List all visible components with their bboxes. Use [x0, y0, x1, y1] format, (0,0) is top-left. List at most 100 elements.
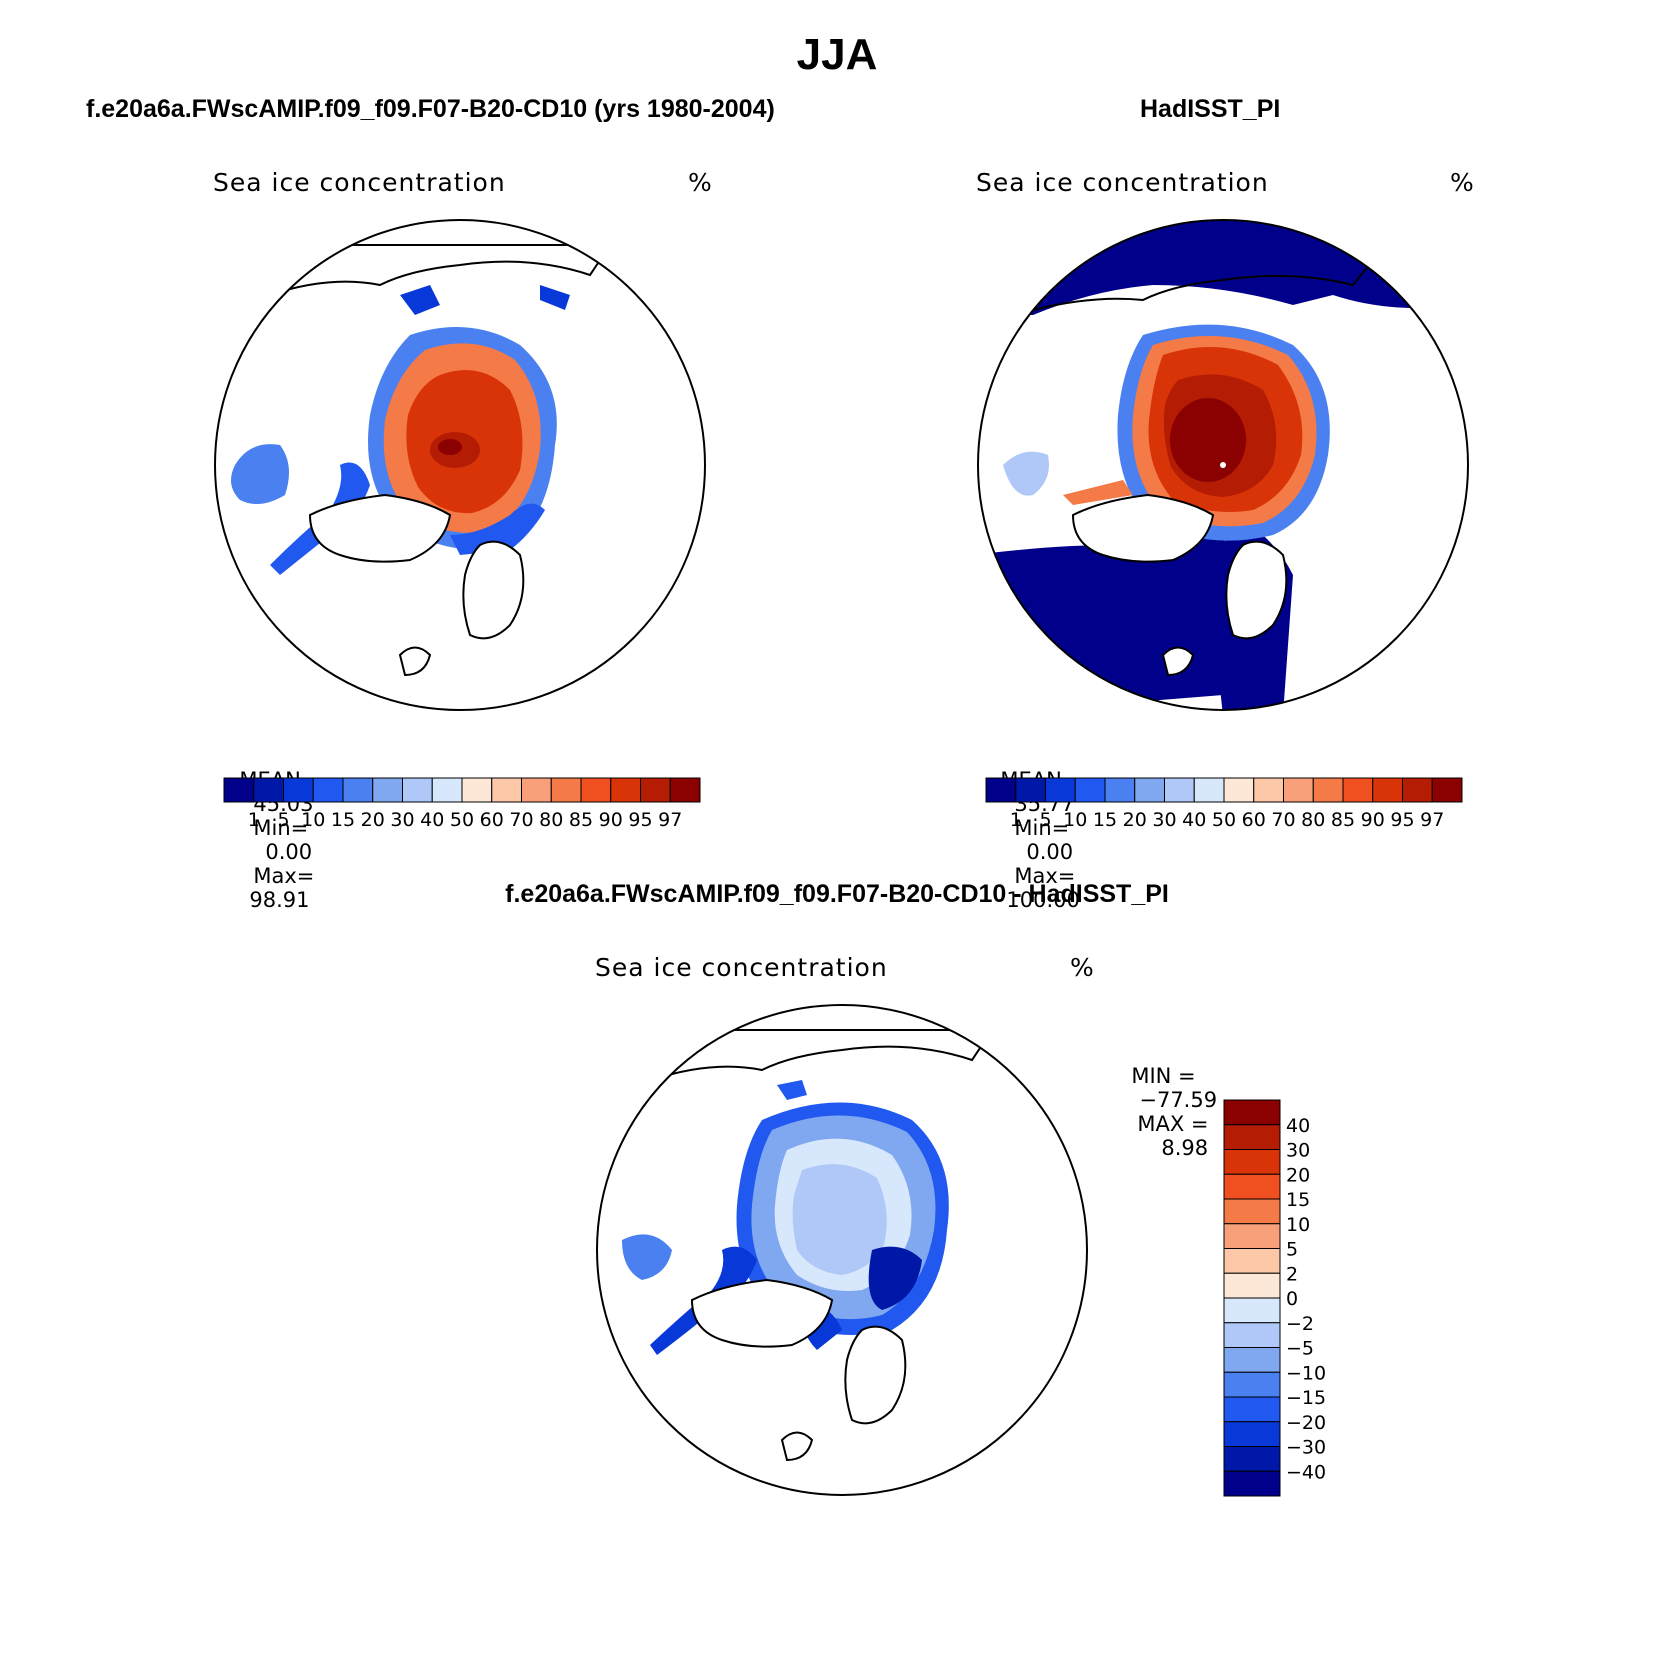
colorbar-swatch	[1223, 1347, 1281, 1373]
main-title: JJA	[796, 30, 878, 79]
colorbar-swatch	[223, 777, 255, 803]
colorbar-tick-label: 80	[1301, 809, 1325, 831]
colorbar-swatch	[1431, 777, 1463, 803]
colorbar-swatch	[1372, 777, 1403, 803]
colorbar-tick-label: 95	[1390, 809, 1414, 831]
colorbar-swatch	[1402, 777, 1433, 803]
colorbar-tick-label: 97	[658, 809, 682, 831]
colorbar-tick-label: 15	[1286, 1189, 1310, 1211]
colorbar-swatch	[1223, 1124, 1281, 1150]
greenland-land	[1071, 493, 1215, 563]
max-value: 8.98	[1161, 1136, 1209, 1160]
min-value: 0.00	[265, 840, 313, 864]
model-variable-label: Sea ice concentration	[213, 168, 506, 197]
colorbar-swatch	[431, 777, 463, 803]
min-label: Min=	[1014, 816, 1070, 840]
colorbar-tick-label: 5	[277, 809, 289, 831]
colorbar-swatch	[1223, 1173, 1281, 1200]
colorbar-tick-label: 30	[1152, 809, 1176, 831]
colorbar-tick-label: 70	[1271, 809, 1295, 831]
min-label: Min=	[253, 816, 309, 840]
colorbar-tick-label: 40	[420, 809, 444, 831]
colorbar-swatch	[1223, 1446, 1281, 1472]
colorbar-swatch	[1223, 1272, 1281, 1299]
colorbar-swatch	[1342, 777, 1374, 803]
colorbar-swatch	[1223, 1149, 1281, 1175]
model-panel-header: f.e20a6a.FWscAMIP.f09_f09.F07-B20-CD10 (…	[86, 95, 775, 123]
colorbar-tick-label: 90	[1361, 809, 1385, 831]
colorbar-tick-label: 20	[1286, 1164, 1310, 1186]
colorbar-tick-label: 30	[1286, 1140, 1310, 1162]
colorbar-swatch	[669, 777, 701, 803]
colorbar-swatch	[1312, 777, 1344, 803]
siberia-coast	[269, 244, 612, 297]
colorbar-swatch	[372, 777, 403, 803]
colorbar-tick-label: 1	[248, 809, 260, 831]
scandinavia-land	[462, 540, 525, 640]
greenland-land	[690, 1278, 834, 1348]
colorbar-swatch	[1253, 777, 1284, 803]
colorbar-tick-label: −5	[1286, 1338, 1314, 1360]
colorbar-swatch	[580, 777, 612, 803]
diff-polar-map	[596, 1004, 1088, 1496]
colorbar-tick-label: 85	[569, 809, 593, 831]
colorbar-swatch	[1074, 777, 1106, 803]
colorbar-swatch	[985, 777, 1017, 803]
colorbar-tick-label: 50	[450, 809, 474, 831]
colorbar-swatch	[312, 777, 344, 803]
colorbar-tick-label: 10	[1063, 809, 1087, 831]
model-polar-map	[214, 219, 706, 711]
colorbar-tick-label: 85	[1331, 809, 1355, 831]
colorbar-tick-label: 2	[1286, 1263, 1298, 1285]
colorbar-swatch	[1223, 1371, 1281, 1398]
scandinavia-land	[1225, 540, 1288, 640]
colorbar-tick-label: 15	[331, 809, 355, 831]
colorbar-swatch	[610, 777, 641, 803]
colorbar-swatch	[1223, 1099, 1281, 1126]
colorbar-swatch	[342, 777, 374, 803]
colorbar-swatch	[640, 777, 671, 803]
colorbar-tick-label: 15	[1093, 809, 1117, 831]
colorbar-swatch	[1283, 777, 1314, 803]
colorbar-tick-label: 40	[1182, 809, 1206, 831]
colorbar-tick-label: 95	[628, 809, 652, 831]
colorbar-swatch	[550, 777, 582, 803]
obs-units-label: %	[1450, 168, 1474, 197]
colorbar-swatch	[521, 777, 552, 803]
min-value: 0.00	[1026, 840, 1074, 864]
siberia-coast	[651, 1029, 994, 1082]
colorbar-tick-label: −30	[1286, 1437, 1326, 1459]
colorbar-tick-label: 60	[480, 809, 504, 831]
colorbar-tick-label: −2	[1286, 1313, 1314, 1335]
colorbar-swatch	[1223, 1248, 1281, 1274]
max-value: 98.91	[249, 888, 310, 912]
obs-colorbar: 1 5 10 15 20 30 40 50 60 70 80 85 90 95 97	[985, 777, 1463, 831]
colorbar-swatch	[283, 777, 314, 803]
colorbar-swatch	[1223, 1396, 1281, 1423]
colorbar-swatch	[1223, 777, 1255, 803]
max-label: Max=	[1014, 864, 1076, 888]
greenland-land	[308, 493, 452, 563]
obs-polar-map	[977, 219, 1469, 711]
colorbar-tick-label: 0	[1286, 1288, 1298, 1310]
colorbar-swatch	[461, 777, 493, 803]
colorbar-swatch	[1223, 1421, 1281, 1447]
colorbar-swatch	[402, 777, 433, 803]
colorbar-tick-label: −15	[1286, 1387, 1326, 1409]
max-label: Max=	[253, 864, 315, 888]
colorbar-swatch	[253, 777, 284, 803]
diff-stats-line: MIN = −77.59 MAX = 8.98	[1118, 1040, 1217, 1160]
colorbar-tick-label: 5	[1039, 809, 1051, 831]
diff-units-label: %	[1070, 953, 1094, 982]
colorbar-tick-label: 5	[1286, 1239, 1298, 1261]
obs-panel-header: HadISST_PI	[1140, 95, 1281, 123]
colorbar-tick-label: −10	[1286, 1362, 1326, 1384]
colorbar-tick-label: 20	[1123, 809, 1147, 831]
colorbar-tick-label: 90	[599, 809, 623, 831]
colorbar-swatch	[491, 777, 522, 803]
min-value: −77.59	[1139, 1088, 1218, 1112]
colorbar-tick-label: 10	[301, 809, 325, 831]
max-value: 100.00	[1006, 888, 1080, 912]
colorbar-swatch	[1223, 1322, 1281, 1348]
